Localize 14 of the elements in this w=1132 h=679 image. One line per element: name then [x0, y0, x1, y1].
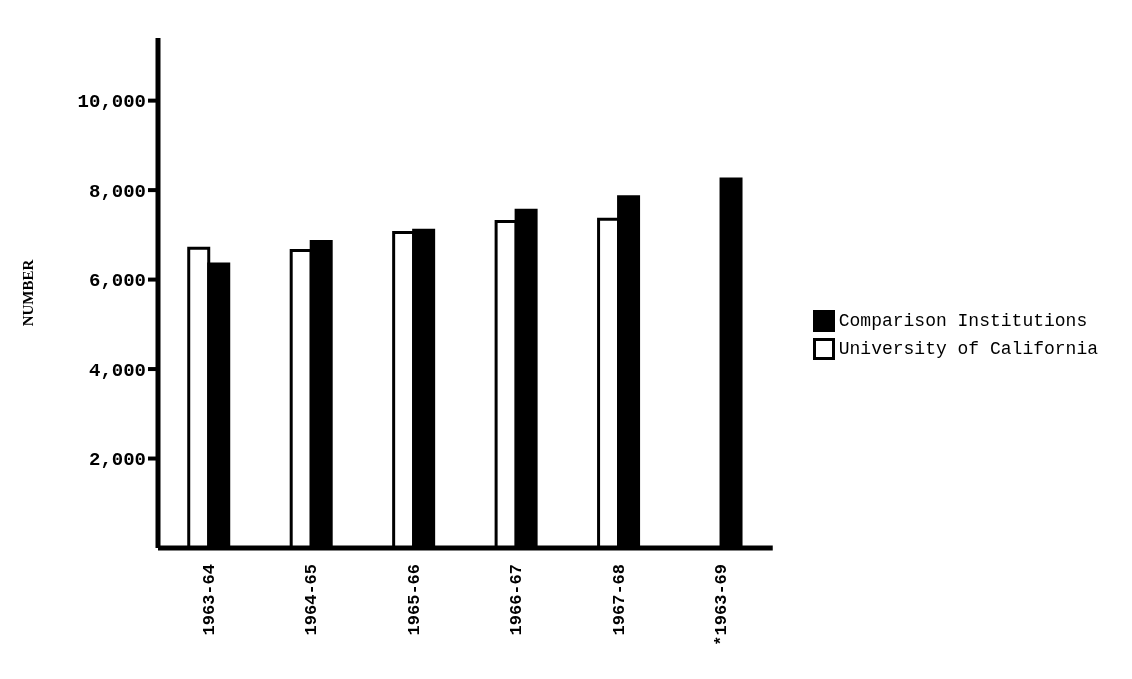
y-tick-label: 8,000 [88, 180, 146, 203]
legend-label: Comparison Institutions [838, 311, 1088, 331]
y-tick-label: 6,000 [88, 270, 146, 293]
y-tick-label: 2,000 [88, 449, 146, 472]
x-tick-label: 1965-66 [404, 564, 424, 636]
x-tick-label: 1963-64 [199, 564, 219, 636]
y-tick-label: 4,000 [88, 359, 146, 382]
x-tick-label: *1963-69 [712, 564, 732, 646]
x-tick-label: 1964-65 [302, 564, 322, 636]
x-tick-label: 1966-67 [507, 564, 527, 636]
x-tick-label: 1967-68 [609, 564, 629, 636]
legend-label: University of California [838, 339, 1098, 359]
y-axis-title: NUMBER [20, 259, 37, 327]
y-tick-label: 10,000 [77, 91, 146, 114]
